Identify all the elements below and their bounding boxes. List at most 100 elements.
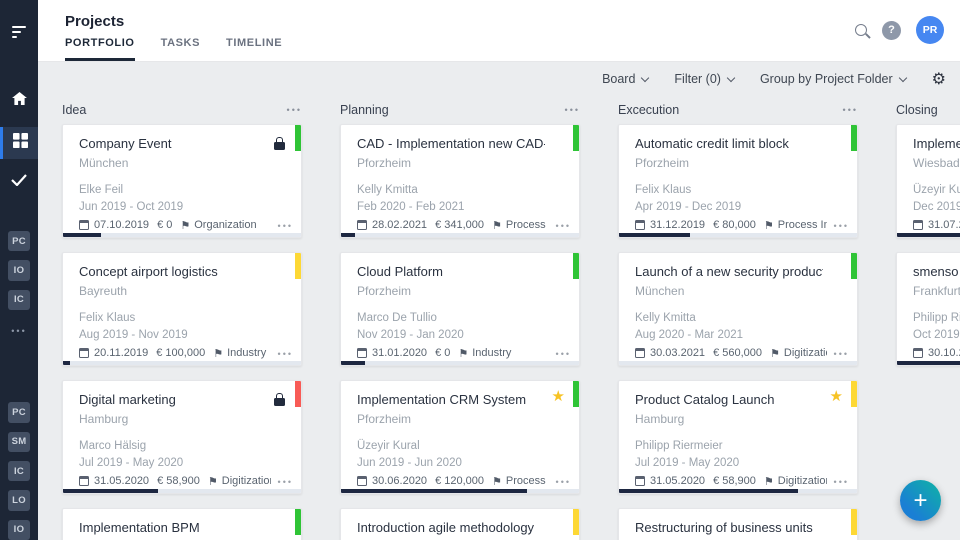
star-icon[interactable]: ★ <box>551 387 565 405</box>
card-menu-icon[interactable]: ••• <box>277 349 293 359</box>
card-menu-icon[interactable]: ••• <box>277 221 293 231</box>
project-card[interactable]: CAD - Implementation new CAD-S… Pforzhei… <box>340 124 580 238</box>
status-bar <box>573 125 579 151</box>
project-card[interactable]: Implemen Wiesbaden Üzeyir Kural Dec 2019… <box>896 124 960 238</box>
progress-fill <box>897 361 960 365</box>
project-title: Implemen <box>913 136 960 151</box>
workspace-badge-pc2[interactable]: PC <box>8 402 30 423</box>
card-menu-icon[interactable]: ••• <box>833 349 849 359</box>
gear-icon[interactable]: ⚙ <box>931 69 946 88</box>
budget: € 560,000 <box>713 347 762 359</box>
due-date: 07.10.2019 <box>94 219 150 231</box>
sidebar-more-icon[interactable]: ••• <box>11 326 27 337</box>
project-owner: Elke Feil <box>79 184 124 196</box>
card-footer: 30.03.2021 € 560,000 ⚑Digitization <box>635 347 827 359</box>
status-bar <box>295 381 301 407</box>
due-date: 31.12.2019 <box>650 219 706 231</box>
project-city: Pforzheim <box>357 156 412 170</box>
project-title: Product Catalog Launch <box>635 392 775 407</box>
project-title: Launch of a new security product <box>635 264 823 279</box>
calendar-icon <box>913 348 923 358</box>
project-city: Pforzheim <box>635 156 690 170</box>
filter-select[interactable]: Filter (0) <box>674 72 736 86</box>
project-title: Introduction agile methodology <box>357 520 535 535</box>
sidebar-item-home[interactable] <box>0 86 38 118</box>
card-menu-icon[interactable]: ••• <box>277 477 293 487</box>
search-icon[interactable] <box>855 24 867 36</box>
progress-track <box>63 489 301 493</box>
workspace-badge-ic[interactable]: IC <box>8 289 30 311</box>
lane-title: Excecution <box>618 103 680 117</box>
progress-track <box>341 233 579 237</box>
project-card[interactable]: Company Event München Elke Feil Jun 2019… <box>62 124 302 238</box>
card-menu-icon[interactable]: ••• <box>833 477 849 487</box>
project-card[interactable]: Concept airport logistics Bayreuth Felix… <box>62 252 302 366</box>
group-by-select-label: Group by Project Folder <box>759 72 893 86</box>
project-card[interactable]: smenso D Frankfurt Philipp Rier Oct 2019… <box>896 252 960 366</box>
lock-icon <box>274 393 285 406</box>
status-bar <box>295 253 301 279</box>
status-bar <box>295 125 301 151</box>
lane-menu-icon[interactable]: ••• <box>286 105 302 115</box>
lane-menu-icon[interactable]: ••• <box>564 105 580 115</box>
project-city: Bayreuth <box>79 284 128 298</box>
workspace-badge-io[interactable]: IO <box>8 260 30 281</box>
calendar-icon <box>635 348 645 358</box>
card-menu-icon[interactable]: ••• <box>555 477 571 487</box>
project-card[interactable]: Digital marketing Hamburg Marco Hälsig J… <box>62 380 302 494</box>
add-project-fab[interactable]: + <box>900 480 941 521</box>
project-card[interactable]: Restructuring of business units Sindelfi… <box>618 508 858 540</box>
calendar-icon <box>635 220 645 230</box>
sidebar-item-tasks[interactable] <box>0 167 38 199</box>
chevron-down-icon <box>898 73 907 82</box>
main-menu-icon[interactable] <box>0 16 38 48</box>
workspace-badge-sm[interactable]: SM <box>8 431 30 452</box>
checkmark-icon <box>11 173 27 191</box>
tab-bar: PORTFOLIO TASKS TIMELINE <box>65 37 308 61</box>
status-bar <box>851 253 857 279</box>
help-icon[interactable]: ? <box>882 20 901 40</box>
tab-tasks[interactable]: TASKS <box>160 37 201 49</box>
progress-fill <box>897 233 960 237</box>
workspace-badge-io2[interactable]: IO <box>8 519 30 540</box>
workspace-badge-ic2[interactable]: IC <box>8 460 30 482</box>
star-icon[interactable]: ★ <box>829 387 843 405</box>
tab-portfolio[interactable]: PORTFOLIO <box>65 37 135 61</box>
project-card[interactable]: Launch of a new security product München… <box>618 252 858 366</box>
project-card[interactable]: ★ Implementation CRM System Pforzheim Üz… <box>340 380 580 494</box>
progress-track <box>341 489 579 493</box>
card-menu-icon[interactable]: ••• <box>833 221 849 231</box>
project-title: Digital marketing <box>79 392 176 407</box>
board-toolbar: Board Filter (0) Group by Project Folder… <box>38 62 960 96</box>
due-date: 30.03.2021 <box>650 347 706 359</box>
group-by-select[interactable]: Group by Project Folder <box>759 72 907 86</box>
tab-timeline[interactable]: TIMELINE <box>226 37 283 49</box>
sidebar-item-board-active[interactable] <box>0 127 38 159</box>
card-menu-icon[interactable]: ••• <box>555 349 571 359</box>
project-owner: Üzeyir Kural <box>357 440 420 452</box>
lock-icon <box>274 137 285 150</box>
due-date: 20.11.2019 <box>94 347 149 359</box>
lane-menu-icon[interactable]: ••• <box>842 105 858 115</box>
view-select[interactable]: Board <box>602 72 650 86</box>
calendar-icon <box>79 476 89 486</box>
project-card[interactable]: Automatic credit limit block Pforzheim F… <box>618 124 858 238</box>
project-card[interactable]: Cloud Platform Pforzheim Marco De Tullio… <box>340 252 580 366</box>
project-owner: Philipp Riermeier <box>635 440 723 452</box>
project-card[interactable]: ★ Product Catalog Launch Hamburg Philipp… <box>618 380 858 494</box>
status-bar <box>573 509 579 535</box>
calendar-icon <box>357 220 367 230</box>
workspace-badge-pc[interactable]: PC <box>8 231 30 252</box>
progress-track <box>341 361 579 365</box>
workspace-badge-lo[interactable]: LO <box>8 490 30 511</box>
card-menu-icon[interactable]: ••• <box>555 221 571 231</box>
project-card[interactable]: Implementation BPM Frankfurt <box>62 508 302 540</box>
lane-title: Planning <box>340 103 389 117</box>
status-bar <box>295 509 301 535</box>
project-card[interactable]: Introduction agile methodology München <box>340 508 580 540</box>
user-avatar[interactable]: PR <box>916 16 944 44</box>
card-footer: 28.02.2021 € 341,000 ⚑Process Impr… <box>357 219 549 231</box>
project-daterange: Aug 2019 - Nov 2019 <box>79 329 188 341</box>
progress-track <box>63 233 301 237</box>
